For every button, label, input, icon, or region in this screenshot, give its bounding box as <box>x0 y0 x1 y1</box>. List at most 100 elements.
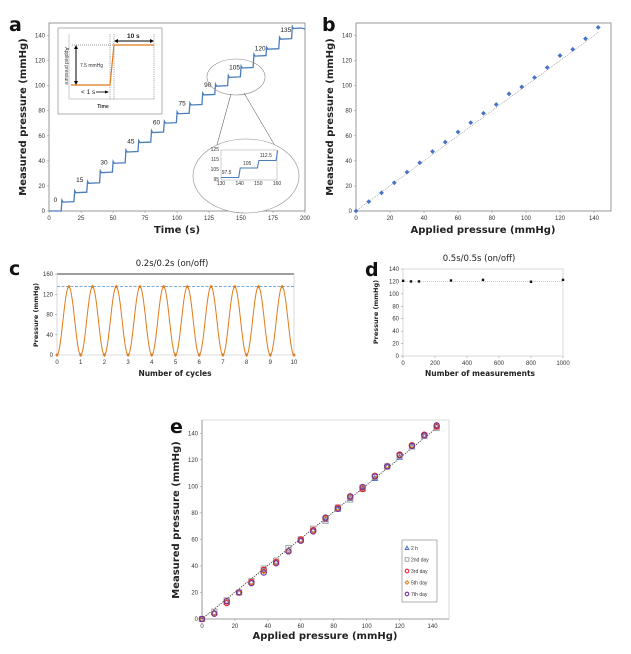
panel-c-data-point <box>55 353 59 357</box>
panel-b-data-point <box>417 160 423 166</box>
panel-b-data-point <box>391 180 397 186</box>
panel-b-data-point <box>506 91 512 97</box>
panel-d-data-point <box>417 280 421 283</box>
panel-e-data-point-3rd-day <box>223 599 230 607</box>
panel-a-xtick-label: 50 <box>110 216 117 222</box>
step-inset-frame <box>57 27 163 115</box>
panel-a-step-annotation: 15 <box>76 177 84 184</box>
panel-d-xtick-label: 800 <box>526 361 537 367</box>
panel-c-title: 0.2s/0.2s (on/off) <box>136 259 209 269</box>
panel-e-label: e <box>170 416 183 438</box>
arrowhead-up-icon <box>74 45 78 49</box>
panel-e-xtick-label: 20 <box>232 624 239 630</box>
zoom-inset-xtick-label: 150 <box>254 181 263 187</box>
panel-b-data-point <box>557 53 563 58</box>
legend-frame <box>401 539 438 603</box>
panel-e-data-point-2nd-day <box>347 496 354 503</box>
panel-a-xtick-label: 100 <box>172 216 183 222</box>
panel-c-data-point <box>209 284 213 289</box>
panel-e-ytick-label: 60 <box>191 537 198 543</box>
panel-e-ytick-label: 100 <box>188 484 199 490</box>
zoom-inset-ytick-label: 115 <box>211 157 219 163</box>
panel-b-ytick-label: 140 <box>342 34 353 40</box>
panel-e-xtick-label: 140 <box>428 624 439 630</box>
panel-c-data-point <box>221 353 225 357</box>
legend-entry-label: 2 h <box>411 546 418 552</box>
panel-e-data-point-5th-day <box>223 598 231 606</box>
zoom-inset-ytick-label: 105 <box>211 167 220 173</box>
panel-a-step-annotation: 135 <box>280 27 291 34</box>
panel-d-plot-frame <box>402 268 564 357</box>
panel-a-ytick-label: 120 <box>35 59 46 65</box>
panel-e-xtick-label: 40 <box>265 624 272 630</box>
panel-d-data-point <box>449 279 453 282</box>
panel-b-ytick-label: 0 <box>349 209 353 215</box>
zoom-inset-step-label: 105 <box>243 161 252 167</box>
panel-b-label: b <box>322 14 336 36</box>
panel-a-ytick-label: 80 <box>38 109 45 115</box>
panel-b-xtick-label: 0 <box>354 216 358 222</box>
panel-c-data-point <box>90 284 95 289</box>
panel-c-series-line <box>56 286 295 356</box>
zoom-inset-step-label: 112.5 <box>260 153 272 159</box>
panel-e-ytick-label: 20 <box>191 590 198 596</box>
panel-d-data-point <box>561 278 565 282</box>
panel-e-data-point-2nd-day <box>211 608 218 615</box>
legend-marker-icon <box>404 579 410 586</box>
panel-b-data-point <box>353 208 359 214</box>
panel-e-xtick-label: 80 <box>330 624 337 630</box>
panel-a-step-annotation: 75 <box>179 101 187 108</box>
panel-a-xtick-label: 200 <box>300 216 311 222</box>
panel-b: b 0 20 40 60 80 100 120 140 0 20 40 60 80 100 120 140 A… <box>322 14 612 236</box>
panel-a-ylabel: Measured pressure (mmHg) <box>18 38 29 196</box>
panel-b-data-point <box>366 199 372 204</box>
zoom-target-ellipse <box>192 138 300 214</box>
panel-e-data-point-5th-day <box>322 514 329 522</box>
legend-entry-label: 2nd day <box>411 558 429 564</box>
panel-d-xtick-label: 600 <box>494 361 505 367</box>
panel-b-ytick-label: 20 <box>345 184 352 190</box>
panel-a-step-annotation: 105 <box>229 64 240 71</box>
panel-e-data-point-7th-day <box>408 442 416 450</box>
panel-a-xtick-label: 125 <box>204 216 215 222</box>
panel-a-ytick-label: 60 <box>38 134 45 140</box>
zoom-inset-ytick-label: 125 <box>211 147 220 153</box>
panel-a-xtick-label: 175 <box>268 216 279 222</box>
panel-d-ytick-label: 40 <box>392 329 399 335</box>
panel-c-xtick-label: 5 <box>174 360 178 366</box>
panel-d-ytick-label: 80 <box>392 304 399 310</box>
panel-c-ytick-label: 120 <box>43 292 54 298</box>
panel-e-data-point-7th-day <box>384 463 391 470</box>
panel-e-data-point-7th-day <box>371 473 379 480</box>
panel-e-data-point-7th-day <box>297 537 304 544</box>
panel-c: c 0.2s/0.2s (on/off) 0 1 2 3 4 5 6 7 8 9 10 0 40 80 12… <box>9 258 298 378</box>
panel-c-data-point <box>232 284 237 289</box>
panel-a: a 0 25 50 75 100 125 150 175 2000204060801001201… <box>9 14 311 236</box>
panel-a-ytick-label: 100 <box>35 84 46 90</box>
panel-a-xtick-label: 25 <box>78 216 85 222</box>
panel-e-xtick-label: 60 <box>297 624 304 630</box>
panel-b-data-point <box>519 84 525 90</box>
panel-d-data-point <box>529 280 533 283</box>
panel-e-xtick-label: 100 <box>362 624 373 630</box>
panel-c-ytick-label: 160 <box>43 272 54 278</box>
panel-b-xtick-label: 80 <box>489 216 496 222</box>
panel-e-data-point-7th-day <box>285 548 292 555</box>
panel-c-data-point <box>292 353 296 357</box>
panel-c-data-point <box>78 353 83 357</box>
panel-a-xtick-label: 75 <box>142 216 149 222</box>
panel-b-data-point <box>468 120 474 126</box>
panel-e-data-point-7th-day <box>272 560 280 567</box>
panel-e-data-point-7th-day <box>421 432 428 439</box>
panel-e: e 0 20 40 60 80 100 120 140 0 20 40 60 80 100 120 140 2… <box>170 416 450 642</box>
panel-b-data-point <box>493 102 499 107</box>
panel-d-data-point <box>401 279 405 283</box>
panel-b-data-point <box>532 75 537 80</box>
panel-a-ytick-label: 0 <box>42 209 46 215</box>
panel-e-data-point-7th-day <box>433 422 440 429</box>
panel-d-ytick-label: 0 <box>396 354 400 360</box>
panel-e-data-point-5th-day <box>346 493 354 501</box>
step-inset-ylabel: Applied pressure <box>63 47 69 85</box>
panel-c-data-point <box>126 353 130 357</box>
panel-a-ytick-label: 40 <box>38 159 45 165</box>
